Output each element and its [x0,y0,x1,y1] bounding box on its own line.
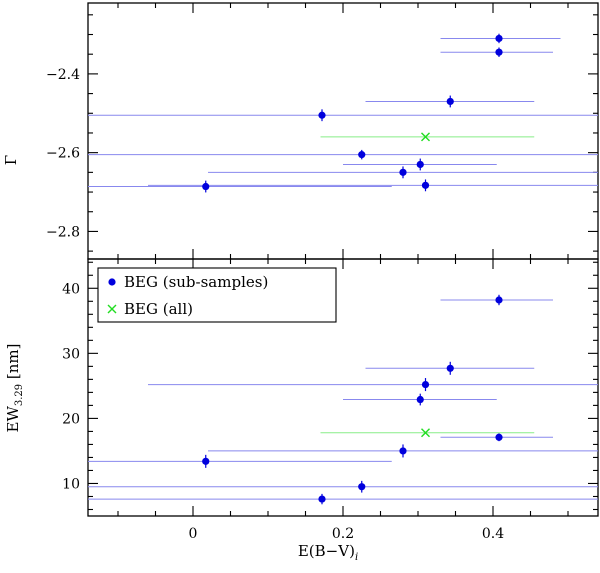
data-point [421,380,430,389]
data-point [358,151,366,159]
bottom-panel-y-axis-label: EW3.29 [nm] [4,343,25,432]
cross-stroke [421,132,430,142]
data-point [399,447,407,455]
data-point [495,296,503,304]
x-label-sub: i [355,552,358,563]
data-point [318,111,326,119]
legend-marker-all [107,304,117,314]
data-point [318,495,326,503]
legend-label-sub-samples: BEG (sub-samples) [124,273,268,291]
y-tick-label: 40 [62,281,80,297]
data-point [358,483,366,491]
top-panel-frame [87,2,599,260]
x-label-main: E(B−V) [298,542,355,560]
y-tick-label: 30 [62,346,80,362]
legend: BEG (sub-samples) BEG (all) [97,267,337,323]
ew-label-sub: 3.29 [14,384,25,406]
y-tick-label: 20 [62,411,80,427]
x-tick-label: 0 [189,526,198,542]
data-point [416,395,424,404]
data-marks [88,33,598,505]
top-panel-y-axis-label: Γ [2,155,20,165]
data-point-cross [421,132,430,142]
data-point [446,97,454,106]
y-tick-label: −2.6 [46,146,80,162]
legend-marker-sub-samples [108,278,116,286]
data-point-cross [421,428,430,438]
data-point [495,48,503,56]
y-tick-label: −2.8 [46,224,80,240]
legend-cross-b [107,304,117,314]
legend-box [97,267,337,323]
tick-labels: −2.4 −2.6 −2.8 10 20 30 40 0 0.2 0.4 [46,67,504,542]
tick-marks [88,3,598,516]
data-point [202,182,210,191]
data-point [421,181,430,189]
data-point [416,160,424,169]
data-point [495,433,503,441]
y-tick-label: 10 [62,476,80,492]
ew-label-unit: [nm] [4,343,22,379]
data-point [446,364,454,372]
x-tick-label: 0.4 [482,526,504,542]
cross-stroke [421,428,430,438]
x-axis-label: E(B−V)i [298,542,358,563]
data-point [495,34,503,43]
data-point [399,168,407,176]
x-tick-label: 0.2 [332,526,354,542]
ew-label-main: EW [4,406,22,433]
data-point [202,457,210,465]
legend-label-all: BEG (all) [124,300,193,318]
y-tick-label: −2.4 [46,67,80,83]
